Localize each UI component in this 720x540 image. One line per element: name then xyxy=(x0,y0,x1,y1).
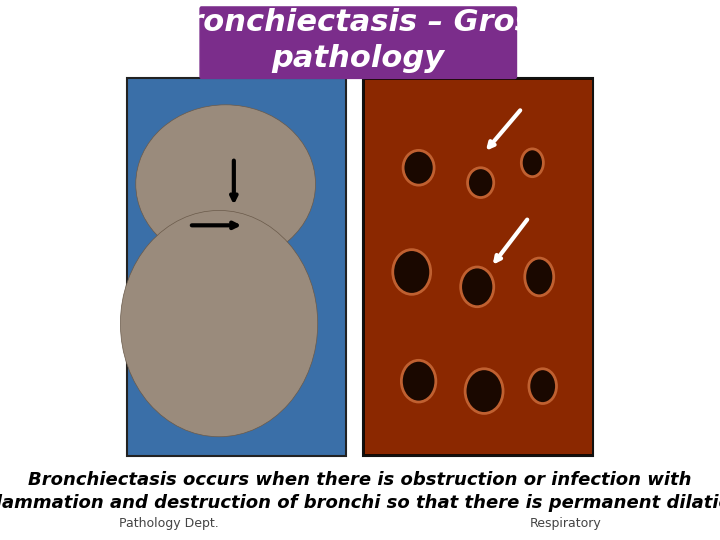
Text: Pathology Dept.: Pathology Dept. xyxy=(119,517,218,530)
Ellipse shape xyxy=(467,168,494,198)
Ellipse shape xyxy=(120,211,318,437)
Ellipse shape xyxy=(401,360,436,402)
Ellipse shape xyxy=(529,369,557,403)
Text: Bronchiectasis occurs when there is obstruction or infection with
inflammation a: Bronchiectasis occurs when there is obst… xyxy=(0,470,720,512)
Text: Bronchiectasis – Gross
pathology: Bronchiectasis – Gross pathology xyxy=(166,8,552,73)
FancyBboxPatch shape xyxy=(200,7,516,78)
Ellipse shape xyxy=(525,258,554,296)
Bar xyxy=(127,78,346,456)
Ellipse shape xyxy=(521,149,544,177)
Bar xyxy=(364,78,593,456)
Bar xyxy=(365,80,592,454)
Ellipse shape xyxy=(392,249,431,294)
Ellipse shape xyxy=(136,105,315,263)
Ellipse shape xyxy=(461,267,494,307)
Ellipse shape xyxy=(465,369,503,414)
Ellipse shape xyxy=(403,150,434,185)
Text: Respiratory: Respiratory xyxy=(529,517,601,530)
